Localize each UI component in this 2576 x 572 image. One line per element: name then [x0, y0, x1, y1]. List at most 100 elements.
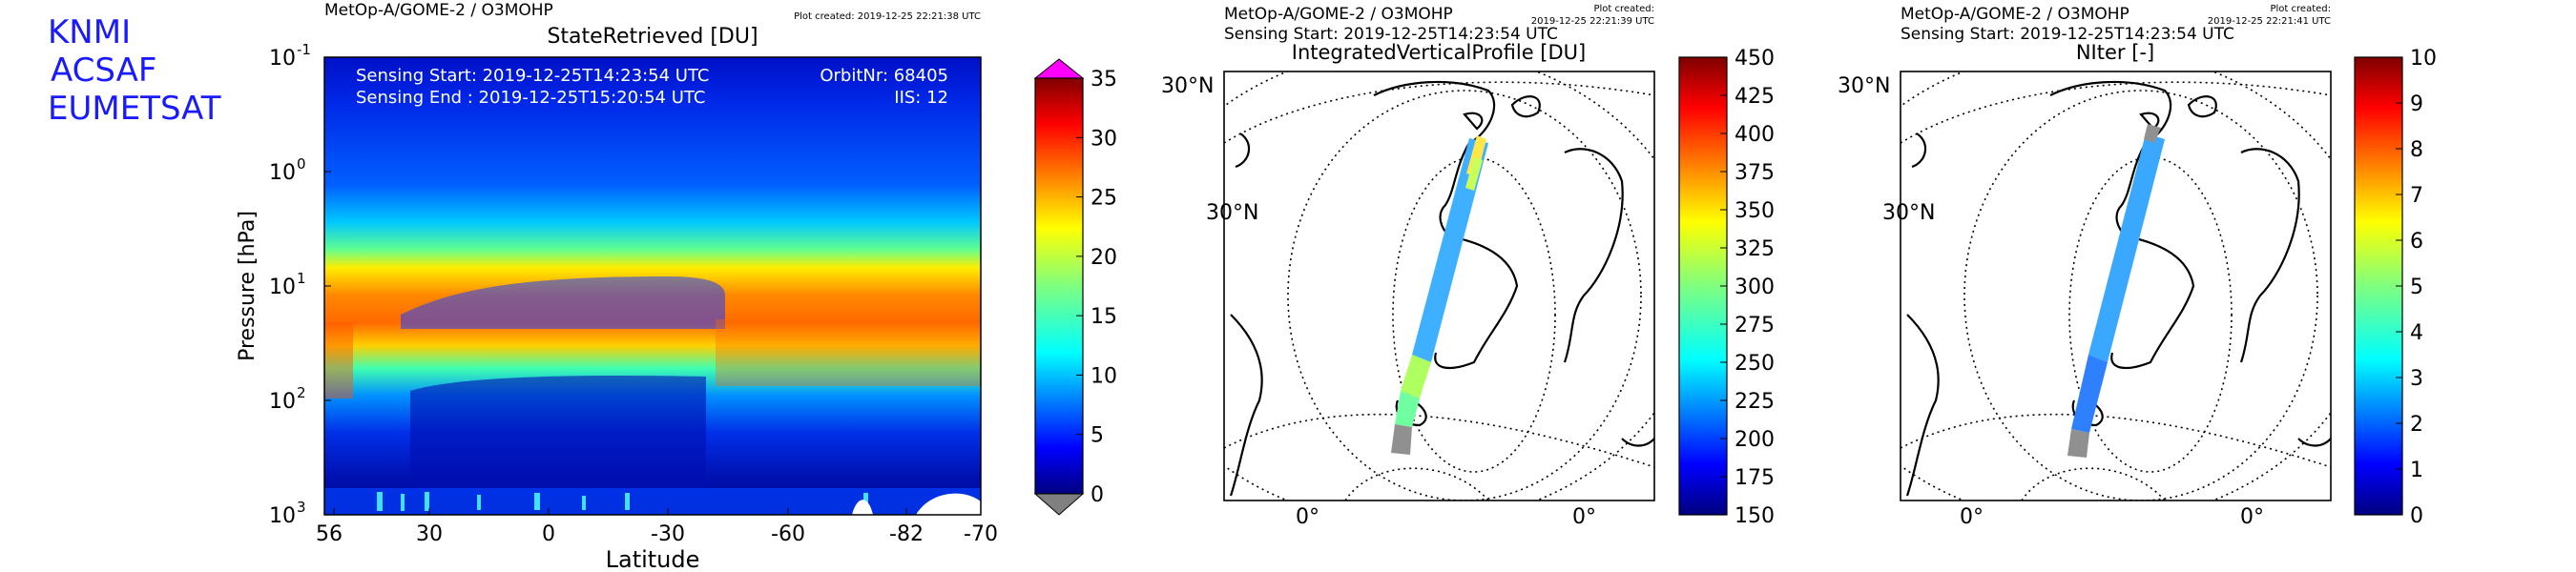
x-tick-label: 30	[416, 522, 443, 546]
subtitle: Sensing Start: 2019-12-25T14:23:54 UTC	[1224, 25, 1558, 44]
organization-labels: KNMI ACSAF EUMETSAT	[48, 13, 221, 128]
colorbar-tick-label: 20	[1091, 246, 1117, 270]
colorbar-tick-label: 35	[1091, 68, 1117, 92]
y-tick-exponent: 0	[297, 155, 306, 173]
colorbar-state-retrieved: 0 5 10 15 20 25 30 35	[1033, 58, 1117, 516]
y-tick-label: 10	[269, 504, 296, 528]
colorbar-tick-label: 450	[1735, 47, 1775, 71]
map-area	[1901, 72, 2331, 500]
lon-label: 0°	[2240, 505, 2264, 529]
map-area	[1224, 72, 1654, 500]
x-tick-label: 0	[542, 522, 555, 546]
iis-value: IIS: 12	[894, 88, 948, 108]
panel-niter: MetOp-A/GOME-2 / O3MOHP Plot created: 20…	[1838, 4, 2437, 529]
colorbar-tick-label: 375	[1735, 161, 1775, 185]
orbit-number: OrbitNr: 68405	[820, 66, 948, 86]
y-tick-label: 10	[269, 161, 296, 185]
colorbar-tick-label: 10	[2410, 47, 2437, 71]
colorbar-tick-label: 30	[1091, 127, 1117, 151]
x-tick-label: -82	[889, 522, 924, 546]
coastlines	[1229, 80, 1654, 497]
lat-label: 30°N	[1882, 201, 1935, 225]
lat-label: 30°N	[1838, 74, 1890, 98]
colorbar-tick-label: 425	[1735, 85, 1775, 109]
y-axis-label: Pressure [hPa]	[236, 211, 260, 361]
panel-integrated-profile: MetOp-A/GOME-2 / O3MOHP Plot created: 20…	[1161, 4, 1775, 529]
chart-title: StateRetrieved [DU]	[547, 25, 758, 49]
header-right-line2: 2019-12-25 22:21:39 UTC	[1531, 16, 1654, 27]
y-tick: 10 3	[269, 499, 331, 528]
header-right-line2: 2019-12-25 22:21:41 UTC	[2208, 16, 2331, 27]
orbit-swath	[1391, 135, 1488, 455]
lon-label: 0°	[1296, 505, 1319, 529]
x-tick-label: -30	[651, 522, 685, 546]
sensing-start: Sensing Start: 2019-12-25T14:23:54 UTC	[356, 66, 709, 86]
orbit-swath	[2067, 124, 2165, 458]
x-tick-label: -60	[771, 522, 805, 546]
header-left: MetOp-A/GOME-2 / O3MOHP	[324, 1, 553, 20]
org-eumetsat: EUMETSAT	[48, 90, 221, 128]
colorbar-tick-label: 15	[1091, 305, 1117, 329]
colorbar-integrated-profile: 150 175 200 225 250 275 300 325 350 375 400 425 450	[1678, 47, 1775, 528]
colorbar-tick-label: 25	[1091, 187, 1117, 211]
lat-label: 30°N	[1161, 74, 1214, 98]
colorbar-tick-label: 7	[2410, 184, 2423, 208]
org-acsaf: ACSAF	[51, 51, 157, 90]
colorbar-tick-label: 8	[2410, 138, 2423, 162]
x-tick-label: -70	[964, 522, 998, 546]
header-left: MetOp-A/GOME-2 / O3MOHP	[1224, 5, 1453, 24]
header-right-line1: Plot created:	[2271, 4, 2332, 14]
colorbar-tick-label: 6	[2410, 230, 2423, 254]
lon-label: 0°	[1572, 505, 1596, 529]
lat-label: 30°N	[1206, 201, 1258, 225]
x-axis-label: Latitude	[606, 546, 700, 572]
sensing-end: Sensing End : 2019-12-25T15:20:54 UTC	[356, 88, 705, 108]
colorbar-tick-label: 325	[1735, 237, 1775, 261]
header-left: MetOp-A/GOME-2 / O3MOHP	[1901, 5, 2129, 24]
header-right-line1: Plot created:	[1594, 4, 1655, 14]
y-tick-label: 10	[269, 390, 296, 414]
header-right: Plot created: 2019-12-25 22:21:38 UTC	[794, 11, 981, 22]
panel-state-retrieved: MetOp-A/GOME-2 / O3MOHP Plot created: 20…	[236, 1, 1117, 572]
colorbar-tick-label: 275	[1735, 314, 1775, 337]
colorbar-tick-label: 0	[2410, 504, 2423, 528]
y-tick: 10 -1	[269, 41, 331, 71]
chart-title: NIter [-]	[2076, 41, 2154, 64]
heatmap-field	[324, 57, 981, 515]
colorbar-tick-label: 9	[2410, 92, 2423, 116]
y-tick: 10 1	[269, 270, 331, 299]
colorbar-tick-label: 0	[1091, 483, 1104, 507]
colorbar-tick-label: 300	[1735, 276, 1775, 299]
y-tick-exponent: 3	[297, 499, 306, 516]
y-tick-exponent: -1	[297, 41, 311, 58]
y-tick: 10 2	[269, 384, 331, 414]
colorbar-tick-label: 3	[2410, 367, 2423, 391]
graticule	[1901, 72, 2331, 500]
y-tick-label: 10	[269, 47, 296, 71]
colorbar-tick-label: 225	[1735, 390, 1775, 414]
colorbar-tick-label: 400	[1735, 123, 1775, 147]
colorbar-tick-label: 175	[1735, 466, 1775, 490]
colorbar-tick-label: 150	[1735, 504, 1775, 528]
subtitle: Sensing Start: 2019-12-25T14:23:54 UTC	[1901, 25, 2234, 44]
colorbar-tick-label: 1	[2410, 459, 2423, 482]
y-tick-exponent: 1	[297, 270, 306, 287]
chart-title: IntegratedVerticalProfile [DU]	[1292, 41, 1586, 64]
y-tick-exponent: 2	[297, 384, 306, 401]
colorbar-tick-label: 5	[2410, 276, 2423, 299]
x-axis: 56 30 0 -30 -60 -82 -70	[316, 508, 998, 546]
y-tick: 10 0	[269, 155, 331, 185]
colorbar-tick-label: 10	[1091, 364, 1117, 388]
colorbar-tick-label: 2	[2410, 413, 2423, 437]
colorbar-niter: 0 1 2 3 4 5 6 7 8 9 10	[2354, 47, 2437, 528]
lon-label: 0°	[1960, 505, 1984, 529]
colorbar-tick-label: 350	[1735, 199, 1775, 223]
x-tick-label: 56	[316, 522, 343, 546]
colorbar-tick-label: 250	[1735, 352, 1775, 376]
y-axis: 10 -1 10 0 10 1 10 2 10 3	[269, 41, 331, 528]
colorbar-tick-label: 5	[1091, 424, 1104, 448]
colorbar-tick-label: 200	[1735, 428, 1775, 452]
colorbar-tick-label: 4	[2410, 321, 2423, 345]
y-tick-label: 10	[269, 276, 296, 299]
